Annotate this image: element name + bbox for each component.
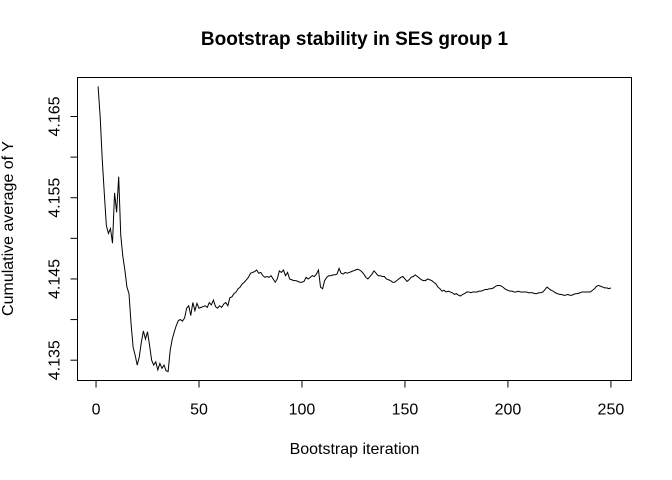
series-group (97, 86, 612, 373)
x-axis: 0 50 100 150 200 250 (92, 380, 625, 419)
y-tick-label: 4.145 (47, 259, 64, 299)
x-tick-label: 200 (495, 402, 522, 419)
x-tick-label: 150 (392, 402, 419, 419)
x-tick-label: 100 (289, 402, 316, 419)
plot-box (77, 77, 632, 381)
chart-title: Bootstrap stability in SES group 1 (201, 29, 509, 50)
y-axis-title: Cumulative average of Y (0, 141, 17, 316)
x-axis-title: Bootstrap iteration (290, 441, 420, 458)
data-series-line (97, 86, 612, 373)
y-axis: 4.135 4.145 4.155 4.165 (47, 96, 78, 380)
x-tick-label: 0 (92, 402, 101, 419)
y-tick-label: 4.165 (47, 96, 64, 136)
y-tick-label: 4.155 (47, 178, 64, 218)
x-tick-label: 50 (190, 402, 208, 419)
y-tick-label: 4.135 (47, 340, 64, 380)
x-tick-label: 250 (598, 402, 625, 419)
